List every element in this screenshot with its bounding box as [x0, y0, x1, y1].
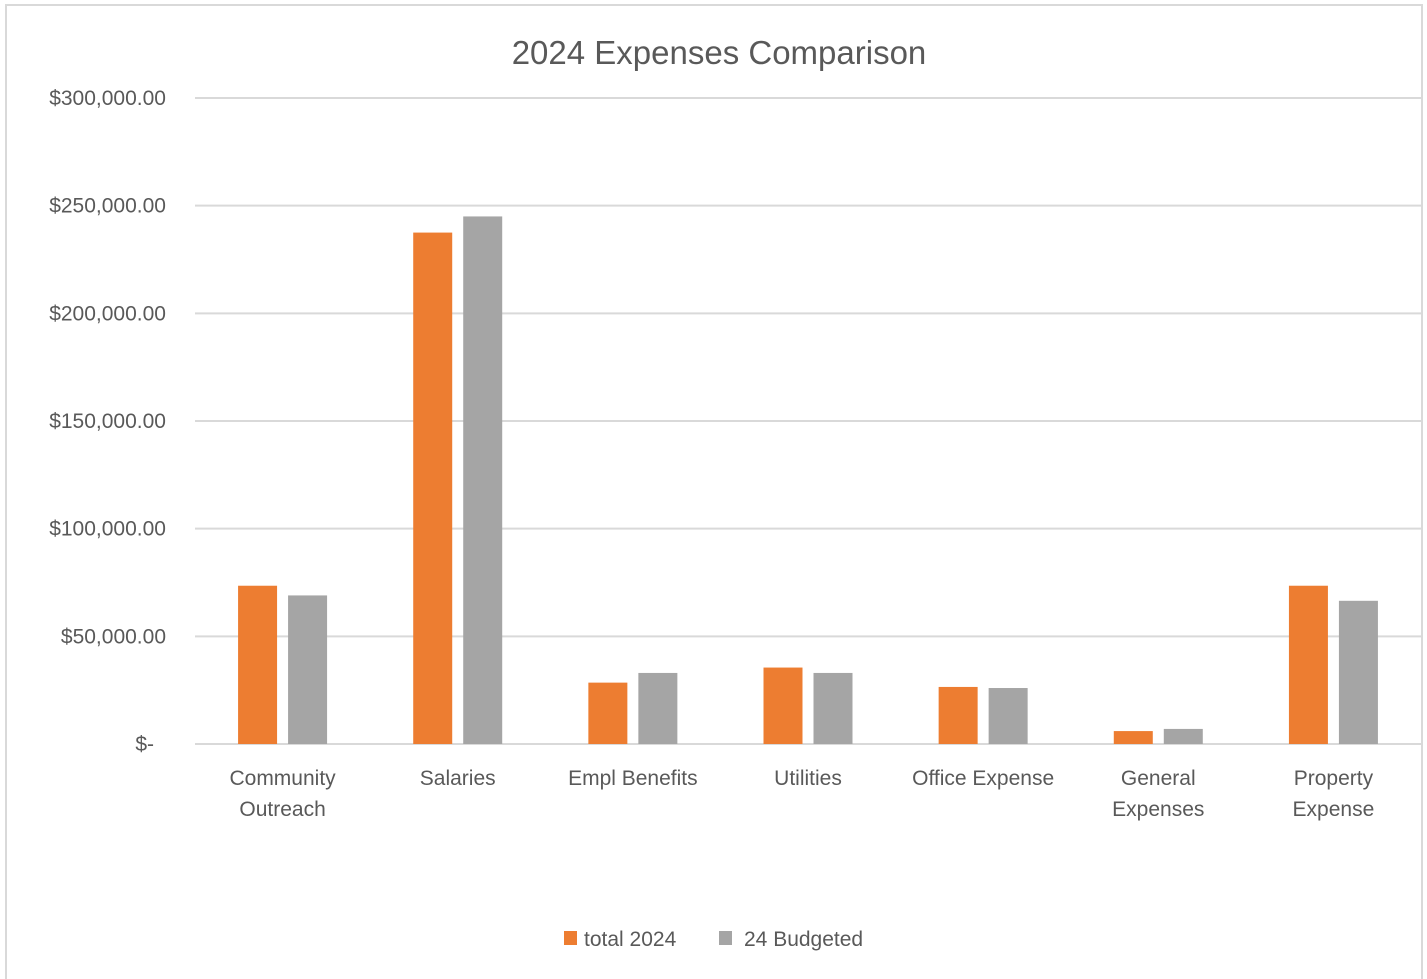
x-category-label: Expenses — [1112, 798, 1204, 821]
x-category-label: Outreach — [239, 798, 325, 821]
y-tick-label: $- — [135, 733, 154, 756]
x-category-label: Property — [1294, 767, 1374, 790]
x-category-label: Community — [229, 767, 336, 790]
bar-24-budgeted — [1338, 600, 1378, 744]
bar-24-budgeted — [463, 216, 503, 744]
x-category-label: Expense — [1293, 798, 1375, 821]
y-tick-label: $150,000.00 — [49, 410, 166, 433]
chart-area — [5, 4, 1423, 979]
y-tick-label: $100,000.00 — [49, 518, 166, 541]
bar-24-budgeted — [1163, 728, 1203, 744]
bars — [238, 216, 1378, 745]
x-category-label: Empl Benefits — [568, 767, 698, 790]
legend-swatch — [719, 931, 732, 945]
bar-total-2024 — [1288, 585, 1328, 744]
x-category-label: Salaries — [420, 767, 496, 790]
bar-24-budgeted — [288, 595, 328, 744]
bar-24-budgeted — [988, 688, 1028, 744]
bar-total-2024 — [1113, 731, 1153, 744]
y-tick-label: $250,000.00 — [49, 195, 166, 218]
bar-total-2024 — [588, 682, 628, 744]
bar-24-budgeted — [638, 672, 678, 744]
bar-24-budgeted — [813, 672, 853, 744]
legend: total 2024 24 Budgeted — [564, 928, 863, 951]
bar-total-2024 — [238, 585, 278, 744]
y-tick-label: $200,000.00 — [49, 302, 166, 325]
legend-label: total 2024 — [584, 928, 677, 951]
legend-label: 24 Budgeted — [744, 928, 863, 951]
bar-total-2024 — [763, 667, 803, 744]
bar-total-2024 — [938, 686, 978, 744]
x-category-label: General — [1121, 767, 1196, 790]
legend-swatch — [564, 931, 577, 945]
x-category-label: Office Expense — [912, 767, 1054, 790]
gridlines — [195, 97, 1421, 745]
chart-title: 2024 Expenses Comparison — [512, 34, 927, 71]
x-axis-category-labels: Community Outreach Salaries Empl Benefits Ut… — [229, 767, 1374, 821]
x-category-label: Utilities — [774, 767, 842, 790]
y-tick-label: $300,000.00 — [49, 87, 166, 110]
bar-total-2024 — [413, 232, 453, 745]
y-axis-tick-labels: $- $50,000.00 $100,000.00 $150,000.00 $200,0… — [49, 87, 166, 756]
y-tick-label: $50,000.00 — [61, 625, 166, 648]
